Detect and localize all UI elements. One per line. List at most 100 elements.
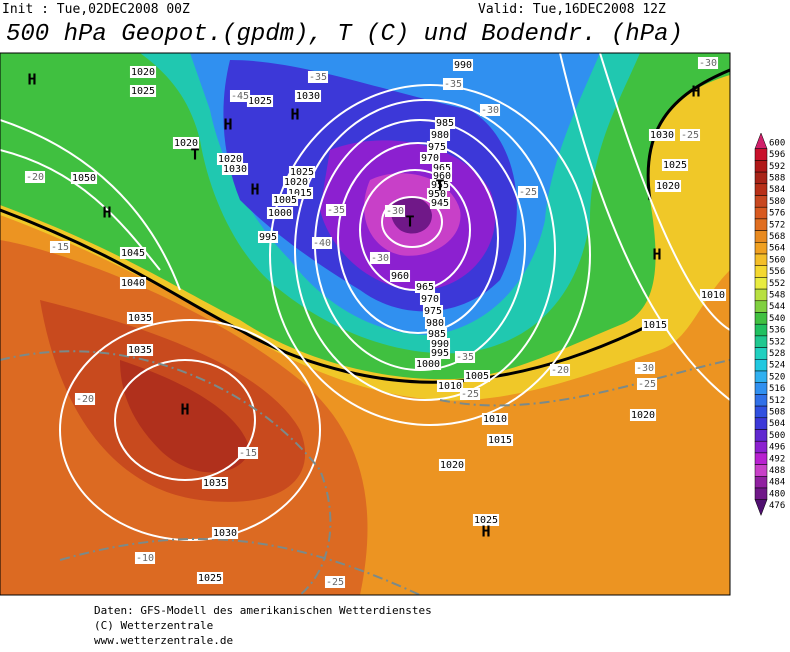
pressure-label: 970 xyxy=(421,294,439,305)
pressure-label: 1030 xyxy=(650,130,674,141)
pressure-label-box xyxy=(429,129,451,141)
pressure-label: 1010 xyxy=(483,414,507,425)
legend-label: 548 xyxy=(769,290,785,300)
temperature-label-box xyxy=(384,205,406,217)
pressure-label: 985 xyxy=(428,329,446,340)
temperature-label: -20 xyxy=(26,172,44,183)
pressure-label: 1010 xyxy=(701,290,725,301)
temperature-label: -20 xyxy=(551,365,569,376)
pressure-label-box xyxy=(426,141,448,153)
temperature-label: -25 xyxy=(461,389,479,400)
pressure-label-box xyxy=(196,572,224,584)
legend-swatch xyxy=(754,230,768,243)
pressure-label-box xyxy=(129,66,157,78)
pressure-label: 1020 xyxy=(284,177,308,188)
pressure-label: 1025 xyxy=(198,573,222,584)
pressure-label-box xyxy=(486,434,514,446)
temperature-label: -40 xyxy=(313,238,331,249)
temperature-label: -30 xyxy=(636,363,654,374)
pressure-label-box xyxy=(419,293,441,305)
pressure-center: H xyxy=(180,401,189,419)
legend-swatch xyxy=(754,132,768,149)
legend-swatch xyxy=(754,206,768,220)
temperature-label: -25 xyxy=(681,130,699,141)
temperature-label: -30 xyxy=(371,253,389,264)
pressure-label-box xyxy=(438,459,466,471)
pressure-label: 1035 xyxy=(128,345,152,356)
pressure-label-box xyxy=(172,137,200,149)
temperature-label: -20 xyxy=(76,394,94,405)
pressure-label: 955 xyxy=(431,180,449,191)
temperature-label: -45 xyxy=(231,91,249,102)
pressure-label: 1005 xyxy=(465,371,489,382)
temperature-label-box xyxy=(454,351,476,363)
temperature-label-box xyxy=(325,204,347,216)
legend-swatch xyxy=(754,323,768,337)
legend-label: 528 xyxy=(769,349,785,359)
footer-url: www.wetterzentrale.de xyxy=(94,634,233,647)
legend-swatch xyxy=(754,242,768,255)
legend-label: 492 xyxy=(769,454,785,464)
legend-label: 540 xyxy=(769,314,785,324)
legend-swatch xyxy=(754,160,768,173)
temperature-label-box xyxy=(679,129,701,141)
pressure-label-box xyxy=(70,172,98,184)
temperature-label: -35 xyxy=(456,352,474,363)
footer-source: Daten: GFS-Modell des amerikanischen Wet… xyxy=(94,604,432,617)
pressure-label: 965 xyxy=(416,282,434,293)
legend-label: 488 xyxy=(769,466,785,476)
pressure-label-box xyxy=(119,277,147,289)
temperature-label-box xyxy=(324,576,346,588)
legend-swatch xyxy=(754,405,768,419)
pressure-label-box xyxy=(419,152,441,164)
pressure-label-box xyxy=(648,129,676,141)
pressure-label: 1020 xyxy=(218,154,242,165)
legend-swatch xyxy=(754,195,768,208)
temperature-label: -30 xyxy=(481,105,499,116)
pressure-label: 1040 xyxy=(121,278,145,289)
legend-label: 588 xyxy=(769,173,785,183)
pressure-label-box xyxy=(434,117,456,129)
pressure-label: 980 xyxy=(431,130,449,141)
pressure-label-box xyxy=(429,197,451,209)
temperature-label-box xyxy=(369,252,391,264)
pressure-label: 1020 xyxy=(631,410,655,421)
pressure-center: H xyxy=(250,181,259,199)
pressure-label-box xyxy=(629,409,657,421)
pressure-label: 1010 xyxy=(438,381,462,392)
pressure-label: 1025 xyxy=(663,160,687,171)
legend: 6005965925885845805765725685645605565525… xyxy=(754,132,785,517)
pressure-label: 1000 xyxy=(268,208,292,219)
legend-label: 484 xyxy=(769,478,785,488)
pressure-center: H xyxy=(27,71,36,89)
pressure-label-box xyxy=(201,477,229,489)
legend-label: 496 xyxy=(769,443,785,453)
legend-label: 592 xyxy=(769,162,785,172)
legend-swatch xyxy=(754,464,768,477)
pressure-center: T xyxy=(435,177,444,195)
pressure-label: 990 xyxy=(431,339,449,350)
legend-label: 536 xyxy=(769,326,785,336)
pressure-label: 965 xyxy=(433,163,451,174)
pressure-label-box xyxy=(436,380,464,392)
legend-swatch xyxy=(754,429,768,442)
legend-swatch xyxy=(754,452,768,465)
pressure-label: 1035 xyxy=(203,478,227,489)
temperature-label-box xyxy=(24,171,46,183)
temperature-label-box xyxy=(134,552,156,564)
temperature-label-box xyxy=(517,186,539,198)
pressure-label: 1045 xyxy=(121,248,145,259)
temperature-label-box xyxy=(634,362,656,374)
temperature-label: -15 xyxy=(239,448,257,459)
pressure-label: 1025 xyxy=(131,86,155,97)
legend-swatch xyxy=(754,382,768,395)
pressure-label-box xyxy=(221,163,249,175)
temperature-label: -25 xyxy=(638,379,656,390)
pressure-label: 1000 xyxy=(416,359,440,370)
pressure-label: 975 xyxy=(428,142,446,153)
temperature-label-box xyxy=(636,378,658,390)
legend-swatch xyxy=(754,440,768,454)
temperature-label-box xyxy=(442,78,464,90)
pressure-label-box xyxy=(472,514,500,526)
